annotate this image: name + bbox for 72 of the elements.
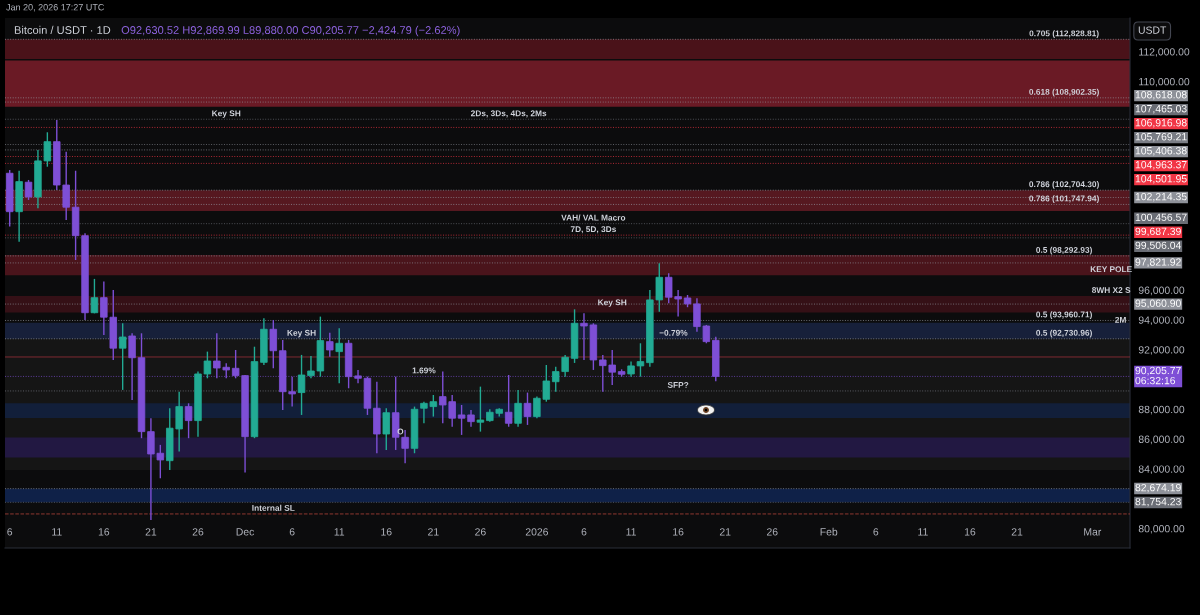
x-tick-label: 16 bbox=[98, 528, 110, 536]
annotation: 2M bbox=[1115, 316, 1126, 323]
annotation: Key SH bbox=[212, 110, 241, 118]
annotation: 0.786 (102,704.30) bbox=[1029, 181, 1099, 189]
ref-line-label: 81,754.23 bbox=[1135, 497, 1181, 507]
y-tick-label: 88,000.00 bbox=[1138, 405, 1185, 415]
annotation: −0.79% bbox=[659, 329, 688, 336]
x-tick-label: 16 bbox=[964, 528, 976, 536]
annotation: SFP? bbox=[667, 382, 689, 388]
annotation: KEY POLE bbox=[1090, 266, 1132, 273]
x-tick-label: 26 bbox=[192, 528, 204, 536]
x-tick-label: 11 bbox=[52, 528, 62, 536]
ref-line-label: 95,060.90 bbox=[1135, 299, 1181, 309]
annotation: Key SH bbox=[287, 329, 316, 338]
x-tick-label: Dec bbox=[236, 528, 255, 536]
ref-line-label: 99,687.39 bbox=[1135, 227, 1181, 237]
y-tick-label: 110,000.00 bbox=[1139, 77, 1190, 87]
x-tick-label: 6 bbox=[581, 528, 587, 536]
y-tick-label: 94,000.00 bbox=[1138, 316, 1185, 325]
annotation: 0.618 (108,902.35) bbox=[1029, 88, 1099, 97]
x-tick-label: 21 bbox=[1011, 528, 1023, 536]
x-tick-label: 21 bbox=[428, 528, 439, 536]
x-tick-label: Mar bbox=[1084, 528, 1102, 536]
ref-line-label: 99,506.04 bbox=[1135, 241, 1182, 251]
y-tick-label: 112,000.00 bbox=[1139, 48, 1190, 57]
ref-line-label: 106,916.98 bbox=[1135, 119, 1187, 128]
x-tick-label: 16 bbox=[381, 528, 392, 536]
annotation: 2Ds, 3Ds, 4Ds, 2Ms bbox=[470, 110, 547, 118]
y-tick-label: 96,000.00 bbox=[1138, 286, 1185, 296]
x-tick-label: 11 bbox=[918, 528, 928, 536]
x-tick-label: 6 bbox=[7, 528, 13, 536]
text: Bitcoin / USDT · 1D bbox=[14, 25, 111, 34]
x-tick-label: 6 bbox=[289, 528, 295, 536]
y-tick-label: 86,000.00 bbox=[1138, 435, 1185, 445]
ref-line-label: 90,205.77 06:32:16 bbox=[1135, 366, 1181, 385]
ref-line-label: 104,963.37 bbox=[1135, 161, 1187, 170]
ref-line-label: 104,501.95 bbox=[1135, 175, 1187, 184]
annotation: 0.705 (112,828.81) bbox=[1029, 30, 1099, 38]
y-tick-label: 92,000.00 bbox=[1138, 346, 1185, 355]
annotation: Internal SL bbox=[252, 504, 295, 511]
annotation: VAH/ VAL Macro bbox=[561, 214, 626, 221]
ref-line-label: 108,618.08 bbox=[1135, 91, 1187, 100]
x-tick-label: 21 bbox=[719, 528, 731, 536]
x-tick-label: Feb bbox=[820, 527, 838, 536]
x-tick-label: 16 bbox=[673, 528, 684, 536]
ref-line-label: 105,406.38 bbox=[1135, 147, 1187, 156]
annotation: 7D, 5D, 3Ds bbox=[570, 226, 616, 234]
x-tick-label: 26 bbox=[475, 528, 486, 536]
y-tick-label: 84,000.00 bbox=[1138, 465, 1185, 474]
annotation: 1.69% bbox=[412, 367, 436, 374]
annotation: Key SH bbox=[598, 299, 627, 307]
x-tick-label: 2026 bbox=[525, 528, 549, 536]
text: Jan 20, 2026 17:27 UTC bbox=[6, 4, 105, 12]
x-tick-label: 6 bbox=[873, 528, 879, 536]
x-tick-label: 26 bbox=[766, 528, 778, 536]
ref-line-label: 97,821.92 bbox=[1135, 258, 1181, 267]
y-tick-label: 80,000.00 bbox=[1138, 524, 1185, 534]
annotation: 0.5 (93,960.71) bbox=[1036, 311, 1092, 320]
x-tick-label: 21 bbox=[145, 528, 157, 536]
annotation: 0.786 (101,747.94) bbox=[1029, 195, 1099, 204]
y-axis-title: USDT bbox=[1138, 26, 1167, 34]
x-tick-label: 11 bbox=[626, 528, 636, 536]
ref-line-label: 102,214.35 bbox=[1135, 192, 1187, 202]
ref-line-label: 100,456.57 bbox=[1135, 213, 1187, 223]
annotation: 8WH X2 S bbox=[1091, 287, 1131, 293]
ref-line-label: 105,769.21 bbox=[1135, 133, 1187, 142]
ref-line-label: 82,674.19 bbox=[1135, 483, 1181, 493]
x-tick-label: 11 bbox=[334, 528, 345, 536]
ref-line-label: 107,465.03 bbox=[1135, 105, 1187, 114]
text: O92,630.52 H92,869.99 L89,880.00 C90,205.77 −2,424.79 (−2.62%) bbox=[121, 25, 460, 37]
annotation: 0.5 (92,730.96) bbox=[1036, 329, 1092, 338]
annotation: 0.5 (98,292.93) bbox=[1036, 246, 1092, 255]
